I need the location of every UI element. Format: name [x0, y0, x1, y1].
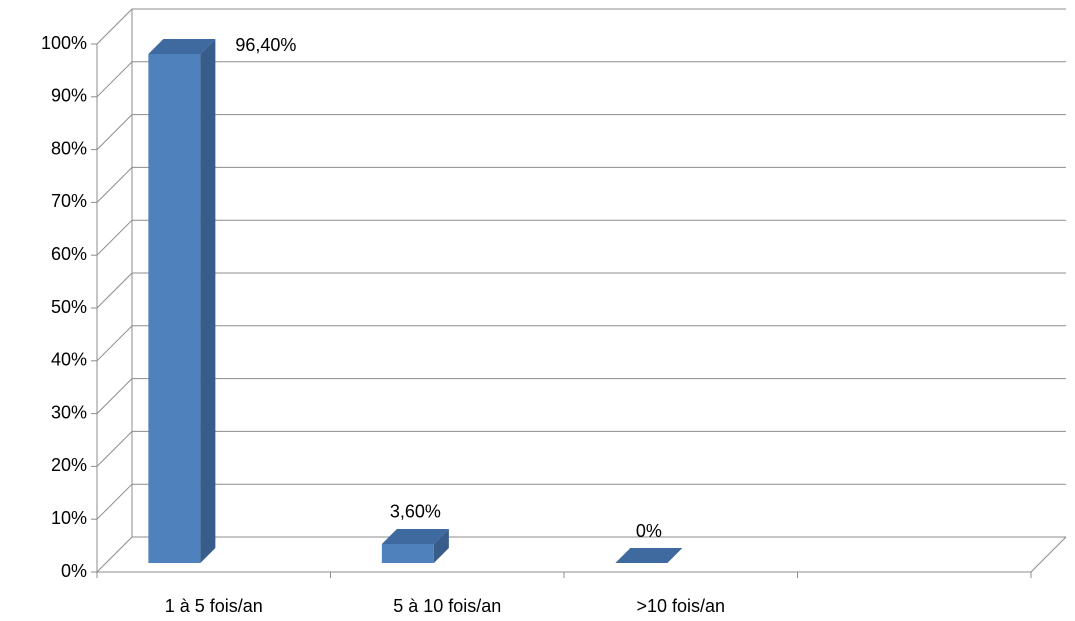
y-tick-label: 40%: [51, 350, 87, 370]
floor-edge: [1030, 536, 1067, 573]
x-tick-label: 1 à 5 fois/an: [165, 596, 263, 616]
bar: [381, 528, 449, 563]
y-tick-label: 0%: [61, 561, 87, 581]
y-tick-label: 30%: [51, 402, 87, 422]
x-tick-label: >10 fois/an: [636, 596, 725, 616]
grid-line: [96, 8, 133, 45]
bar-top: [148, 39, 216, 55]
grid-line: [96, 378, 133, 414]
bar: [615, 548, 683, 563]
grid-line: [96, 219, 133, 256]
y-tick-label: 70%: [51, 191, 87, 211]
bar-front: [148, 54, 201, 564]
y-tick-label: 20%: [51, 455, 87, 475]
grid-line: [96, 167, 133, 203]
value-label: 96,40%: [235, 35, 296, 55]
value-label: 0%: [636, 521, 662, 541]
grid-line: [96, 272, 133, 309]
grid-line: [96, 431, 133, 467]
y-tick-label: 10%: [51, 508, 87, 528]
y-tick-label: 80%: [51, 138, 87, 158]
y-tick-label: 50%: [51, 297, 87, 317]
grid-line: [96, 536, 133, 573]
bar-side: [200, 39, 216, 564]
y-tick-label: 100%: [41, 33, 87, 53]
value-label: 3,60%: [390, 502, 441, 522]
y-tick-label: 90%: [51, 86, 87, 106]
bar-top: [381, 528, 449, 544]
bar: [148, 39, 216, 564]
grid-line: [96, 114, 133, 150]
bar-top: [615, 548, 683, 563]
bar-front: [381, 543, 434, 563]
y-tick-label: 60%: [51, 244, 87, 264]
grid-line: [96, 325, 133, 362]
x-tick-label: 5 à 10 fois/an: [393, 596, 501, 616]
grid-line: [96, 483, 133, 520]
grid-line: [96, 61, 133, 98]
bar-side: [433, 528, 449, 563]
